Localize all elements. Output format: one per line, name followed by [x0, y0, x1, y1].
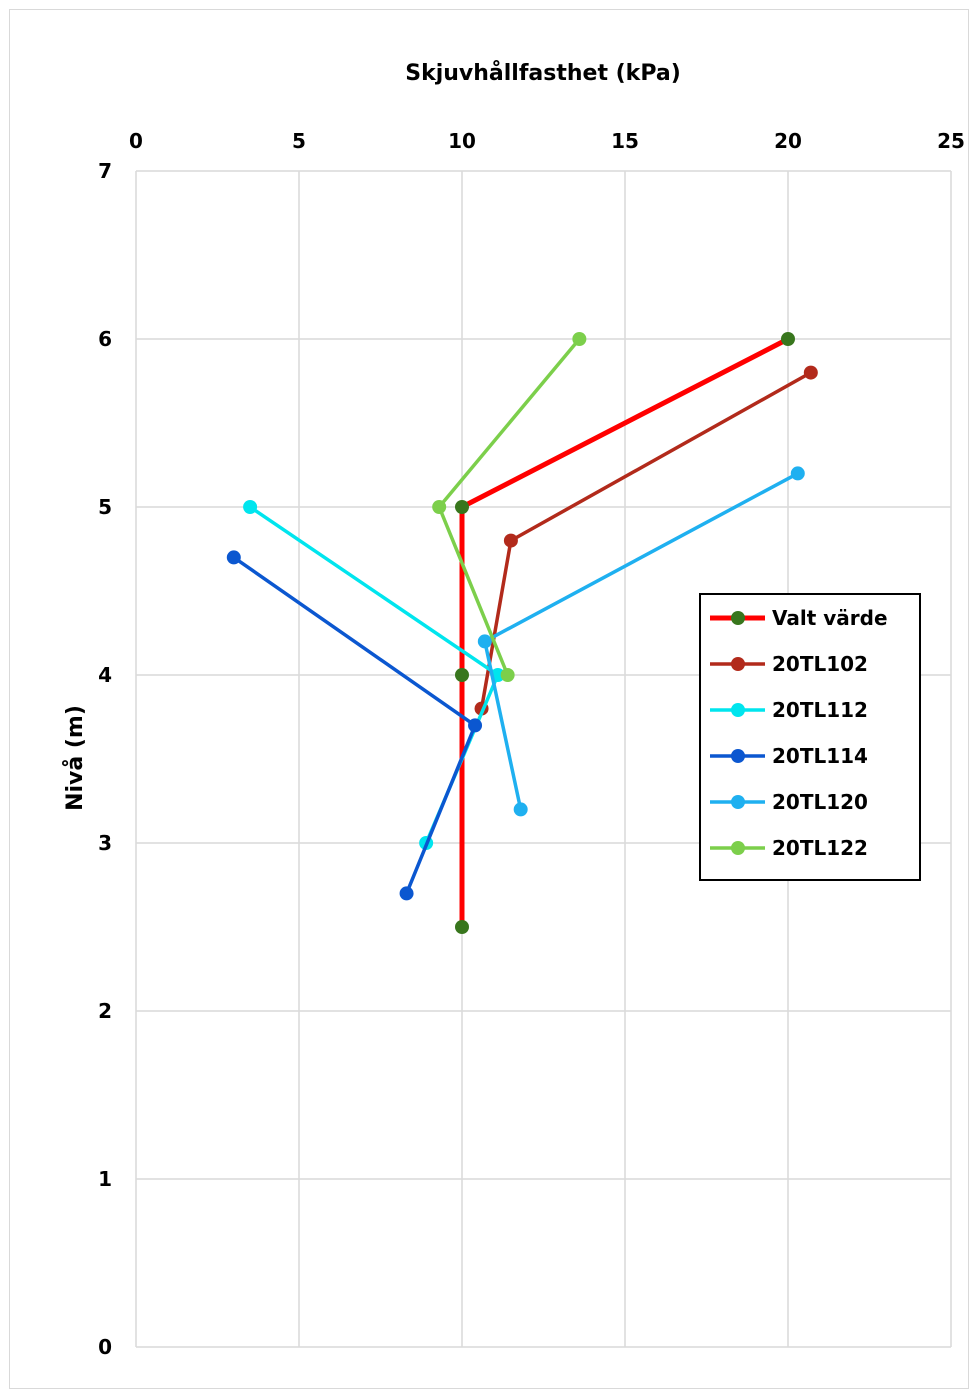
- data-point: [455, 500, 469, 514]
- legend-label: 20TL112: [772, 698, 868, 722]
- grid: [135, 170, 952, 1348]
- data-point: [503, 533, 518, 548]
- data-point: [243, 500, 258, 514]
- series-line: [459, 336, 790, 927]
- data-point: [477, 634, 492, 649]
- series-20tl120: [477, 466, 805, 817]
- data-point: [432, 500, 447, 514]
- legend-box: [699, 593, 921, 881]
- legend-marker: [731, 657, 745, 671]
- x-tick-label: 20: [774, 129, 802, 153]
- series-20tl122: [432, 332, 587, 682]
- legend-marker: [731, 611, 745, 625]
- data-point: [781, 332, 795, 346]
- x-tick-label: 10: [448, 129, 476, 153]
- data-point: [226, 550, 241, 565]
- data-point: [513, 802, 528, 817]
- legend-marker: [731, 795, 745, 809]
- y-tick-label: 3: [98, 831, 112, 855]
- data-point: [455, 668, 469, 682]
- data-point: [468, 718, 483, 733]
- x-tick-label: 0: [129, 129, 143, 153]
- y-tick-label: 0: [98, 1335, 112, 1359]
- legend-label: 20TL122: [772, 836, 868, 860]
- legend-label: 20TL114: [772, 744, 868, 768]
- series-20tl114: [226, 550, 483, 901]
- y-tick-label: 4: [98, 663, 112, 687]
- x-tick-label: 15: [611, 129, 639, 153]
- legend-marker: [731, 841, 745, 855]
- data-point: [790, 466, 805, 481]
- legend-label: Valt värde: [772, 606, 888, 630]
- legend-marker: [731, 703, 745, 717]
- data-point: [455, 920, 469, 934]
- y-tick-label: 1: [98, 1167, 112, 1191]
- x-tick-label: 5: [292, 129, 306, 153]
- legend-label: 20TL102: [772, 652, 868, 676]
- series-layer: [226, 332, 818, 934]
- data-point: [500, 668, 515, 682]
- data-point: [803, 365, 818, 380]
- legend: Valt värde 20TL102 20TL112 20TL114 20TL120 20…: [699, 593, 921, 881]
- data-point: [399, 886, 414, 901]
- y-tick-label: 2: [98, 999, 112, 1023]
- series-valt-värde: [455, 332, 795, 934]
- series-20tl102: [474, 365, 818, 716]
- legend-label: 20TL120: [772, 790, 868, 814]
- y-axis-label: Nivå (m): [62, 705, 88, 811]
- y-tick-label: 7: [98, 159, 112, 183]
- y-tick-label: 5: [98, 495, 112, 519]
- x-tick-label: 25: [937, 129, 965, 153]
- data-point: [572, 332, 587, 346]
- y-tick-label: 6: [98, 327, 112, 351]
- tick-labels: 0 5 10 15 20 25 0 1 2 3 4 5 6 7: [98, 129, 965, 1359]
- x-axis-label: Skjuvhållfasthet (kPa): [405, 60, 681, 86]
- legend-marker: [731, 749, 745, 763]
